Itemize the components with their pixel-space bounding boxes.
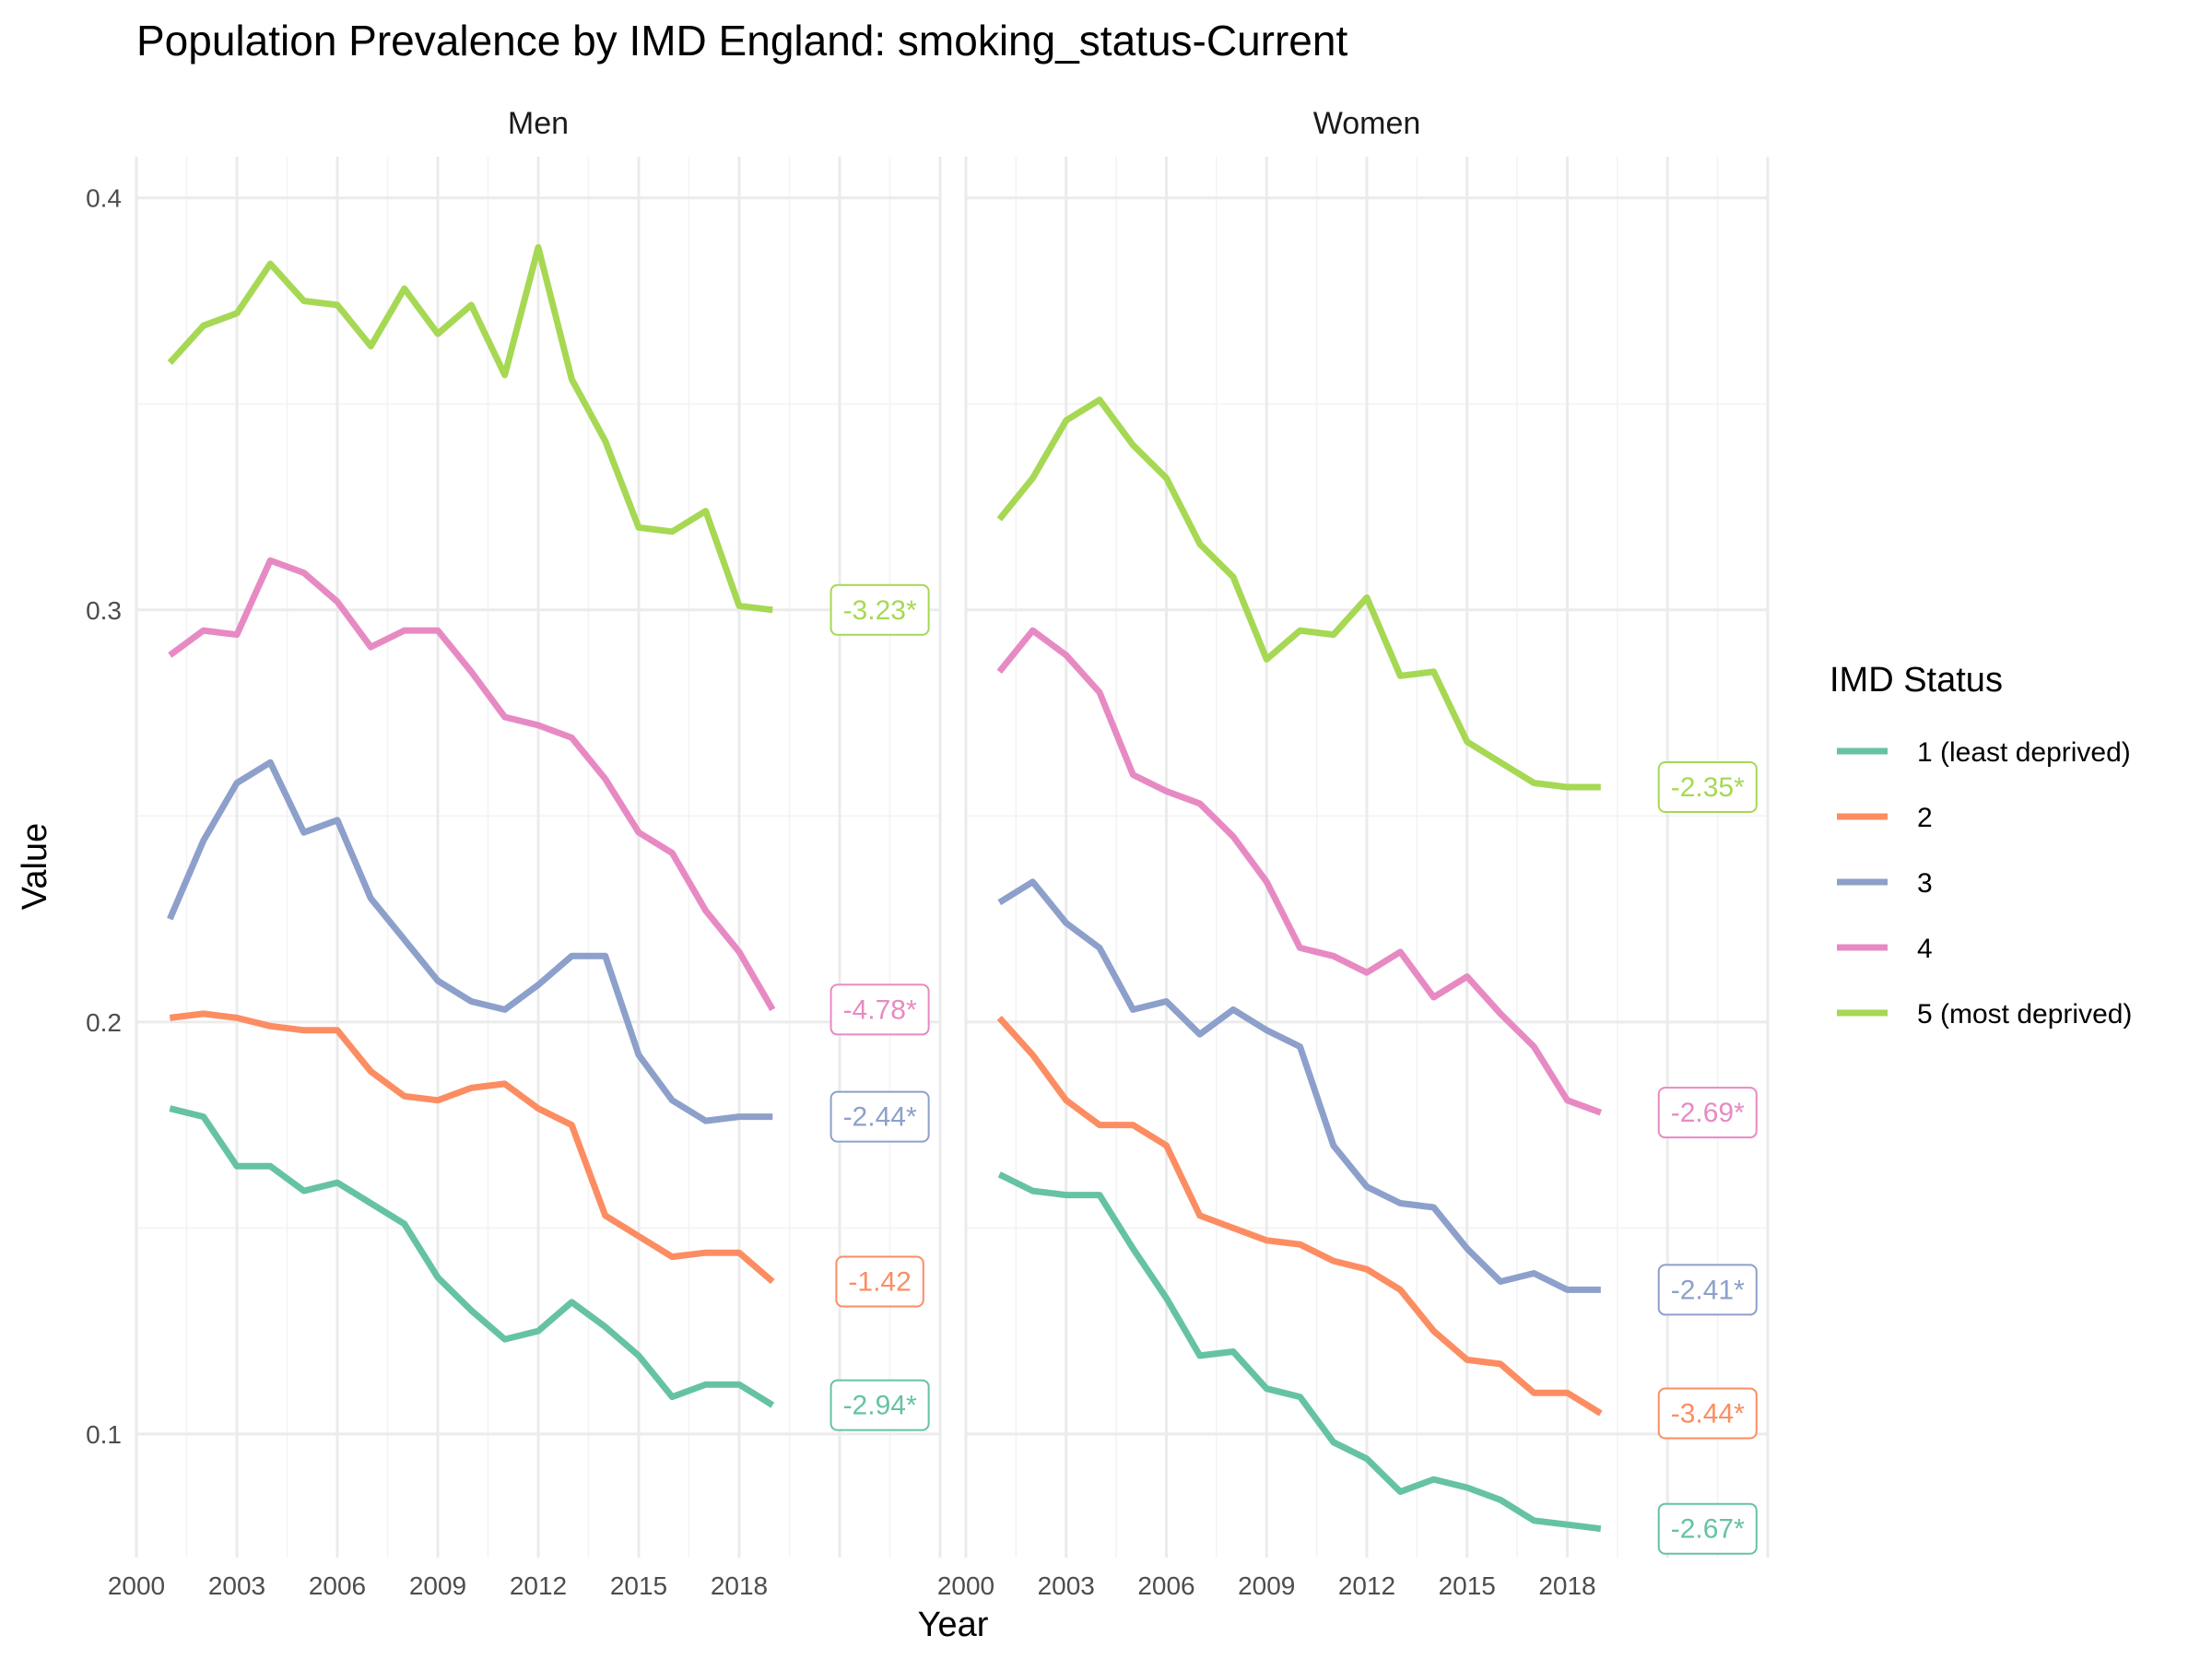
y-axis-title: Value (16, 823, 54, 910)
chart-title: Population Prevalence by IMD England: sm… (136, 17, 1347, 65)
trend-annotation-box (1657, 1087, 1758, 1139)
y-tick-label: 0.4 (86, 184, 122, 213)
trend-annotation: -1.42 (835, 1255, 924, 1308)
panel-men: Men 0.1 0.2 0.3 0.4 2000 2003 2006 2009 2012 2015 2… (86, 106, 942, 1600)
legend-label: 5 (most deprived) (1917, 999, 2132, 1030)
trend-annotation: -2.35* (1657, 761, 1758, 813)
x-tick-label: 2015 (1439, 1571, 1496, 1600)
trend-annotation-label: -2.35* (1671, 772, 1745, 803)
x-tick-label: 2018 (711, 1571, 768, 1600)
series-line (167, 759, 773, 1124)
x-tick-label: 2012 (510, 1571, 567, 1600)
y-tick-label: 0.2 (86, 1008, 122, 1037)
trend-annotation: -4.78* (830, 983, 930, 1036)
x-tick-label: 2015 (610, 1571, 667, 1600)
trend-annotation: -3.44* (1657, 1387, 1758, 1440)
x-tick-label: 2006 (309, 1571, 366, 1600)
panel-women: Women 2000 2003 2006 2009 2012 2015 2018 -2.67* -… (937, 106, 1770, 1600)
trend-annotation-box (1657, 1387, 1758, 1440)
series-line (169, 1105, 775, 1408)
trend-annotation-label: -3.44* (1671, 1399, 1745, 1430)
x-tick-label: 2006 (1137, 1571, 1194, 1600)
panel-label: Women (1313, 106, 1421, 141)
legend-item: 1 (least deprived) (1837, 737, 2131, 768)
trend-annotation: -2.41* (1657, 1264, 1758, 1316)
series-line (997, 1171, 1602, 1533)
series-line (996, 396, 1601, 791)
trend-annotation-label: -2.44* (843, 1102, 917, 1133)
legend-title: IMD Status (1830, 661, 2003, 700)
trend-annotation-box (830, 1379, 930, 1431)
x-tick-label: 2018 (1538, 1571, 1595, 1600)
trend-annotation-label: -2.67* (1671, 1514, 1745, 1545)
x-tick-label: 2009 (1238, 1571, 1295, 1600)
trend-annotation-label: -2.94* (843, 1391, 917, 1421)
legend: IMD Status 1 (least deprived) 2 3 4 5 (most … (1830, 661, 2132, 1030)
x-tick-label: 2003 (208, 1571, 265, 1600)
series-line (168, 557, 776, 1012)
legend-item: 5 (most deprived) (1837, 999, 2132, 1030)
trend-annotation-box (1657, 1502, 1758, 1555)
trend-annotation-label: -1.42 (848, 1266, 911, 1297)
series-line (167, 243, 773, 614)
trend-annotation-label: -4.78* (843, 994, 917, 1025)
trend-annotation-label: -2.69* (1671, 1098, 1745, 1128)
legend-label: 1 (least deprived) (1917, 737, 2131, 768)
trend-annotation: -2.69* (1657, 1087, 1758, 1139)
legend-label: 2 (1917, 803, 1933, 833)
trend-annotation-label: -3.23* (843, 595, 917, 626)
series-line (169, 1010, 775, 1285)
trend-annotation: -2.94* (830, 1379, 930, 1431)
trend-annotation-box (835, 1255, 924, 1308)
y-tick-label: 0.3 (86, 596, 122, 625)
legend-item: 2 (1837, 803, 1933, 833)
legend-item: 4 (1837, 934, 1933, 964)
y-tick-label: 0.1 (86, 1420, 122, 1449)
trend-annotation-box (830, 983, 930, 1036)
trend-annotation-box (830, 1090, 930, 1143)
chart-panels: Men 0.1 0.2 0.3 0.4 2000 2003 2006 2009 2012 2015 2… (86, 106, 1770, 1600)
x-tick-label: 2003 (1038, 1571, 1095, 1600)
series-line (997, 878, 1601, 1293)
trend-annotation-box (1657, 1264, 1758, 1316)
trend-annotation: -2.44* (830, 1090, 930, 1143)
trend-annotation: -3.23* (830, 583, 930, 636)
x-tick-label: 2000 (937, 1571, 994, 1600)
legend-label: 4 (1917, 934, 1933, 964)
trend-annotation-box (830, 583, 930, 636)
x-tick-label: 2000 (108, 1571, 165, 1600)
legend-item: 3 (1837, 868, 1933, 899)
trend-annotation-box (1657, 761, 1758, 813)
x-tick-label: 2009 (409, 1571, 466, 1600)
trend-annotation: -2.67* (1657, 1502, 1758, 1555)
panel-label: Men (508, 106, 569, 141)
trend-annotation-label: -2.41* (1671, 1275, 1745, 1305)
series-line (996, 627, 1603, 1116)
x-axis-title: Year (918, 1606, 989, 1644)
legend-label: 3 (1917, 868, 1933, 899)
x-tick-label: 2012 (1338, 1571, 1395, 1600)
series-line (996, 1016, 1603, 1417)
